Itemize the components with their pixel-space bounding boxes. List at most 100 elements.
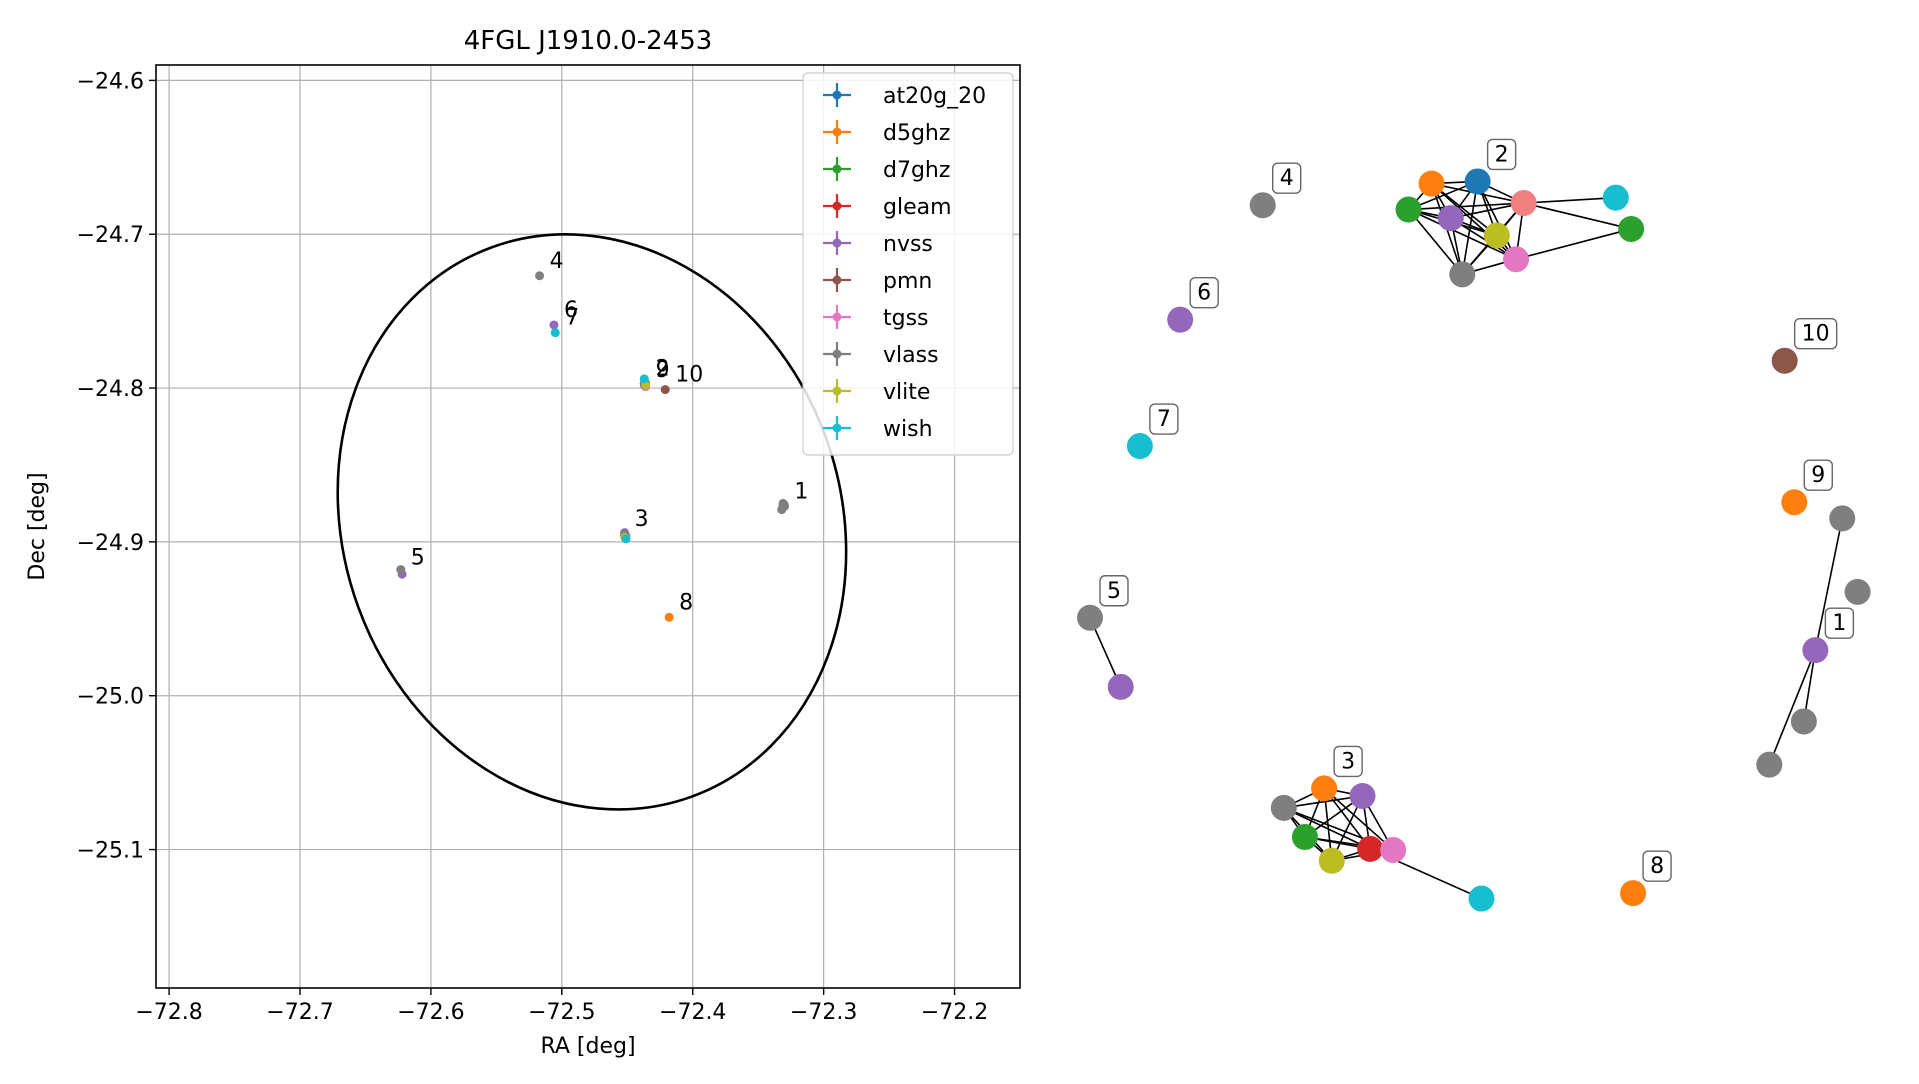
network-node-d5ghz bbox=[1781, 489, 1808, 516]
network-node-nvss bbox=[1802, 637, 1829, 664]
label-box bbox=[1099, 575, 1129, 607]
axis-ticks: −72.8 −72.7 −72.6 −72.5 −72.4 −72.3 −72.2 −24.6… bbox=[77, 69, 989, 1025]
label-box bbox=[1824, 607, 1855, 639]
plot-frame bbox=[155, 64, 1021, 989]
y-tick-label: −24.7 bbox=[77, 223, 144, 248]
network-node-vlass bbox=[1829, 505, 1856, 532]
point-wish bbox=[639, 374, 649, 384]
network-node-d5ghz bbox=[1418, 170, 1445, 197]
legend-label: nvss bbox=[883, 232, 933, 257]
point-nvss bbox=[549, 320, 559, 330]
point-vlass bbox=[396, 565, 406, 575]
legend-marker bbox=[832, 386, 842, 396]
network-group-label: 4 bbox=[1272, 162, 1302, 194]
legend-label: gleam bbox=[883, 195, 952, 220]
network-edge bbox=[1283, 807, 1371, 850]
point-vlass bbox=[778, 502, 788, 512]
source-label: 2 bbox=[656, 356, 670, 381]
legend-entry-tgss: tgss bbox=[823, 305, 929, 331]
point-d5ghz bbox=[664, 612, 674, 622]
label-text: 5 bbox=[1107, 579, 1121, 604]
legend-entry-at20g_20: at20g_20 bbox=[823, 83, 986, 109]
network-group-label: 10 bbox=[1793, 318, 1838, 350]
legend-marker bbox=[832, 423, 842, 433]
legend-entry-nvss: nvss bbox=[823, 231, 933, 257]
network-node-vlass bbox=[1249, 192, 1276, 219]
network-group-label: 2 bbox=[1486, 138, 1517, 171]
network-edge bbox=[1323, 787, 1394, 851]
y-tick-label: −24.8 bbox=[77, 377, 144, 402]
legend-label: pmn bbox=[883, 269, 932, 294]
source-label: 3 bbox=[635, 507, 649, 532]
source-label: 5 bbox=[411, 546, 425, 571]
network-node-vlite bbox=[1483, 222, 1510, 249]
legend-entry-d7ghz: d7ghz bbox=[823, 157, 950, 183]
source-points bbox=[396, 271, 789, 622]
label-text: 4 bbox=[1280, 166, 1294, 191]
y-tick-label: −25.1 bbox=[77, 839, 144, 864]
network-group-label: 8 bbox=[1642, 850, 1672, 882]
network-node-vlass bbox=[1449, 261, 1476, 288]
network-node-nvss bbox=[1167, 306, 1194, 333]
network-node-d5ghz bbox=[1311, 775, 1338, 802]
point-wish bbox=[550, 328, 560, 338]
legend-label: tgss bbox=[883, 306, 929, 331]
source-label: 10 bbox=[675, 363, 703, 388]
network-group-label: 9 bbox=[1803, 459, 1833, 491]
network-panel: 1 2 3 4 5 6 7 8 9 10 bbox=[1076, 138, 1871, 912]
legend-entry-gleam: gleam bbox=[823, 194, 952, 220]
network-node-nvss bbox=[1349, 782, 1376, 809]
legend-marker bbox=[832, 127, 842, 137]
y-tick-label: −25.0 bbox=[77, 685, 144, 710]
network-group-label: 1 bbox=[1824, 607, 1855, 639]
network-edge bbox=[1768, 649, 1817, 765]
network-node-vlass bbox=[1270, 794, 1297, 821]
network-node-vlass bbox=[1844, 578, 1871, 605]
label-text: 3 bbox=[1341, 749, 1355, 774]
x-tick-label: −72.4 bbox=[659, 1000, 726, 1025]
point-wish bbox=[621, 534, 631, 544]
y-tick-label: −24.9 bbox=[77, 531, 144, 556]
network-edge bbox=[1523, 202, 1632, 230]
label-text: 2 bbox=[1495, 142, 1509, 167]
network-node-d7ghz bbox=[1395, 196, 1422, 223]
network-node-vlass bbox=[1790, 708, 1817, 735]
network-node-gleam bbox=[1357, 835, 1384, 862]
network-node-d7ghz bbox=[1618, 215, 1645, 242]
network-edge bbox=[1814, 518, 1844, 651]
label-box bbox=[1803, 459, 1833, 491]
network-edge bbox=[1283, 795, 1363, 809]
label-box bbox=[1189, 276, 1219, 309]
legend-marker bbox=[832, 275, 842, 285]
network-labels: 1 2 3 4 5 6 7 8 9 10 bbox=[1099, 138, 1855, 882]
network-node-d5ghz bbox=[1620, 880, 1647, 907]
x-tick-label: −72.6 bbox=[397, 1000, 464, 1025]
label-box bbox=[1642, 850, 1672, 882]
network-edge bbox=[1523, 196, 1616, 204]
network-node-wish bbox=[1126, 433, 1153, 460]
network-edge bbox=[1408, 208, 1517, 260]
network-edge bbox=[1408, 202, 1524, 211]
network-group-label: 5 bbox=[1099, 575, 1129, 607]
legend-entry-pmn: pmn bbox=[823, 268, 932, 294]
network-nodes bbox=[1076, 168, 1871, 912]
point-vlass bbox=[535, 271, 545, 281]
network-node-nvss bbox=[1107, 673, 1134, 700]
network-node-gleam_light bbox=[1510, 190, 1537, 217]
label-box bbox=[1486, 138, 1517, 171]
legend-label: vlite bbox=[883, 380, 930, 405]
y-tick-label: −24.6 bbox=[77, 69, 144, 94]
label-text: 8 bbox=[1650, 854, 1664, 879]
network-node-vlass bbox=[1756, 751, 1783, 778]
x-tick-label: −72.2 bbox=[921, 1000, 988, 1025]
legend-marker bbox=[832, 164, 842, 174]
x-tick-label: −72.3 bbox=[790, 1000, 857, 1025]
legend-marker bbox=[832, 312, 842, 322]
legend-entry-d5ghz: d5ghz bbox=[823, 120, 950, 146]
source-label: 1 bbox=[794, 480, 808, 505]
x-tick-label: −72.7 bbox=[266, 1000, 333, 1025]
source-label: 9 bbox=[656, 358, 670, 383]
label-box bbox=[1272, 162, 1302, 194]
